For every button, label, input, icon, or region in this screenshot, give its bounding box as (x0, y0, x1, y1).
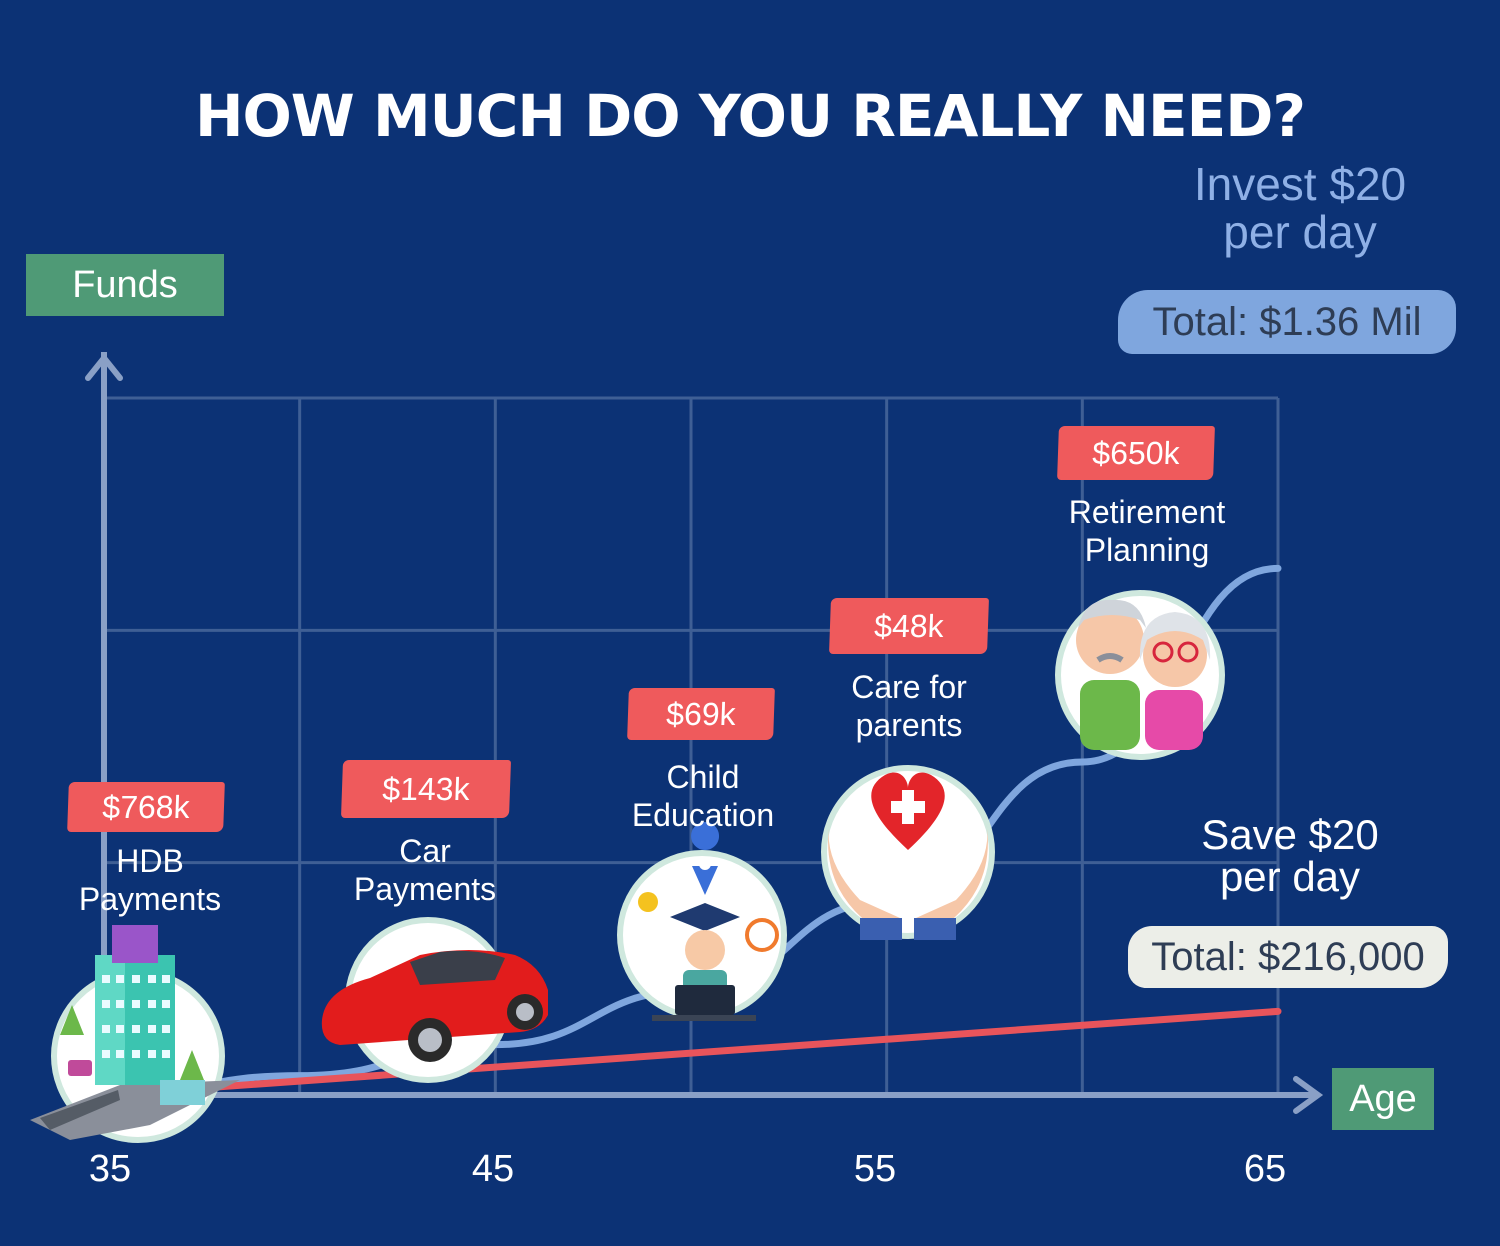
x-tick-label: 45 (471, 1148, 515, 1190)
milestone-label: Child Education (631, 759, 775, 833)
building-icon (30, 925, 240, 1143)
milestone-label: HDB Payments (78, 843, 222, 917)
milestone-label: Car Payments (353, 833, 497, 907)
milestone-label: Care for parents (851, 669, 967, 743)
x-axis-arrow (1293, 1076, 1324, 1114)
milestone-amount-badge: $768k (67, 782, 225, 832)
milestone-amount-badge: $48k (829, 598, 989, 654)
elderly-couple-icon (1055, 590, 1225, 760)
y-axis-arrow (85, 353, 123, 381)
milestone-amount: $650k (1091, 434, 1181, 471)
milestone-amount: $48k (873, 607, 945, 644)
x-axis-label: Age (1349, 1077, 1417, 1120)
milestone-amount-badge: $69k (627, 688, 775, 740)
y-axis-label: Funds (72, 263, 178, 306)
save-note: Save $20 per day (1201, 811, 1379, 900)
milestone-amount: $143k (381, 770, 471, 807)
save-total-text: Total: $216,000 (1151, 934, 1425, 979)
page-title: HOW MUCH DO YOU REALLY NEED? (194, 82, 1306, 150)
x-tick-label: 35 (88, 1148, 132, 1190)
invest-total-text: Total: $1.36 Mil (1152, 299, 1422, 344)
milestone-amount-badge: $143k (340, 760, 512, 818)
milestone-label: Retirement Planning (1068, 494, 1226, 568)
milestone-amount: $69k (665, 695, 737, 732)
save-total-badge: Total: $216,000 (1128, 926, 1448, 988)
graduate-icon (617, 822, 787, 1021)
invest-total-badge: Total: $1.36 Mil (1118, 290, 1456, 354)
x-axis-label-box: Age (1332, 1068, 1434, 1130)
heart-hands-icon (821, 765, 995, 940)
save-series-line (100, 1007, 1282, 1099)
invest-note: Invest $20 per day (1193, 158, 1407, 258)
x-tick-label: 55 (853, 1148, 897, 1190)
x-tick-label: 65 (1243, 1148, 1287, 1190)
icons (30, 590, 1225, 1143)
milestone-amount-badge: $650k (1057, 426, 1215, 480)
car-icon (321, 917, 548, 1083)
milestone-amount: $768k (101, 788, 191, 825)
y-axis-label-box: Funds (26, 254, 224, 316)
